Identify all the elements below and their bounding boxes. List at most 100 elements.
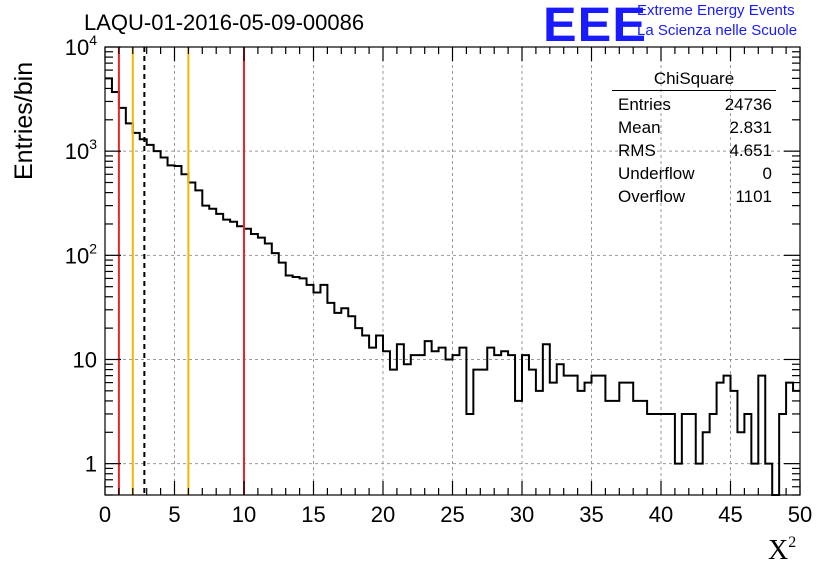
histogram-bin <box>161 157 168 495</box>
histogram-bin <box>314 292 321 495</box>
eee-logo: EEE <box>543 0 647 52</box>
y-tick-base: 10 <box>73 347 97 372</box>
histogram-bin <box>230 222 237 495</box>
stats-box: ChiSquare Entries 24736 Mean 2.831 RMS 4… <box>612 68 776 208</box>
histogram-bin <box>571 376 578 495</box>
histogram-bin <box>758 376 765 495</box>
y-tick-exponent: 3 <box>89 136 97 152</box>
stats-label: Overflow <box>618 187 686 206</box>
histogram-bin <box>279 263 286 495</box>
histogram-bin <box>550 383 557 495</box>
histogram-bin <box>154 151 161 495</box>
y-tick-label: 103 <box>65 136 97 164</box>
histogram-bin <box>696 464 703 495</box>
histogram-bin <box>175 166 182 495</box>
histogram-bin <box>223 220 230 495</box>
histogram-bin <box>508 355 515 495</box>
stats-value: 0 <box>762 164 772 183</box>
histogram-bin <box>272 253 279 495</box>
chart-title: LAQU-01-2016-05-09-00086 <box>84 10 365 35</box>
histogram-bin <box>466 414 473 495</box>
x-tick-label: 15 <box>301 502 325 527</box>
histogram-bin <box>327 303 334 495</box>
stats-row-rms: RMS 4.651 <box>612 139 776 162</box>
histogram-bin <box>640 401 647 495</box>
x-tick-label: 20 <box>371 502 395 527</box>
y-tick-label: 104 <box>65 32 97 60</box>
histogram-bin <box>710 414 717 495</box>
stats-row-mean: Mean 2.831 <box>612 116 776 139</box>
logo-caption-line2: La Scienza nelle Scuole <box>637 22 798 39</box>
histogram-bin <box>195 190 202 495</box>
histogram-bin <box>119 108 126 495</box>
histogram-bin <box>188 183 195 495</box>
histogram-bin <box>536 391 543 495</box>
histogram <box>105 77 800 496</box>
y-tick-base: 10 <box>65 35 89 60</box>
stats-value: 2.831 <box>729 118 772 137</box>
histogram-bin <box>126 123 133 495</box>
histogram-bin <box>668 414 675 495</box>
histogram-bin <box>473 370 480 495</box>
histogram-bin <box>654 414 661 495</box>
histogram-bin <box>140 139 147 495</box>
histogram-bin <box>779 414 786 495</box>
stats-title: ChiSquare <box>612 68 776 91</box>
y-tick-exponent: 4 <box>89 32 97 48</box>
histogram-bin <box>404 364 411 495</box>
histogram-bin <box>112 92 119 495</box>
histogram-bin <box>744 414 751 495</box>
x-axis-symbol: X <box>768 535 789 566</box>
y-tick-base: 10 <box>65 243 89 268</box>
histogram-bin <box>459 348 466 495</box>
logo-caption-line1: Extreme Energy Events <box>637 2 795 19</box>
histogram-bin <box>286 276 293 495</box>
histogram-bin <box>786 383 793 495</box>
x-tick-label: 10 <box>232 502 256 527</box>
stats-row-overflow: Overflow 1101 <box>612 185 776 208</box>
histogram-bin <box>181 174 188 495</box>
histogram-bin <box>168 165 175 495</box>
histogram-bin <box>202 206 209 495</box>
histogram-bin <box>293 277 300 495</box>
histogram-bin <box>133 133 140 495</box>
histogram-bin <box>446 359 453 495</box>
histogram-bin <box>216 214 223 495</box>
marker-lines <box>117 47 245 495</box>
histogram-bin <box>411 355 418 495</box>
histogram-bin <box>494 355 501 495</box>
x-axis-exponent: 2 <box>788 533 797 551</box>
histogram-bin <box>341 308 348 495</box>
histogram-bin <box>522 355 529 495</box>
histogram-bin <box>724 376 731 495</box>
histogram-bin <box>765 464 772 495</box>
x-tick-labels: 0 5 10 15 20 25 30 35 40 45 50 <box>99 502 812 527</box>
histogram-bin <box>619 383 626 495</box>
histogram-bin <box>390 370 397 495</box>
x-tick-label: 30 <box>510 502 534 527</box>
histogram-bin <box>612 401 619 495</box>
histogram-bin <box>564 376 571 495</box>
histogram-bin <box>689 414 696 495</box>
histogram-bin <box>432 351 439 495</box>
histogram-bin <box>251 234 258 495</box>
histogram-bin <box>557 364 564 495</box>
histogram-bin <box>731 391 738 495</box>
grid-lines <box>105 47 800 495</box>
histogram-bin <box>543 344 550 495</box>
stats-label: Mean <box>618 118 661 137</box>
histogram-bin <box>585 383 592 495</box>
histogram-bin <box>529 370 536 495</box>
y-tick-label: 102 <box>65 240 97 268</box>
histogram-bin <box>244 229 251 495</box>
x-tick-label: 50 <box>788 502 812 527</box>
histogram-bin <box>209 209 216 495</box>
histogram-bin <box>453 355 460 495</box>
y-tick-label: 1 <box>85 452 97 477</box>
x-tick-label: 0 <box>99 502 111 527</box>
histogram-bin <box>592 376 599 495</box>
x-axis-label: X2 <box>768 533 797 567</box>
histogram-bin <box>397 344 404 495</box>
